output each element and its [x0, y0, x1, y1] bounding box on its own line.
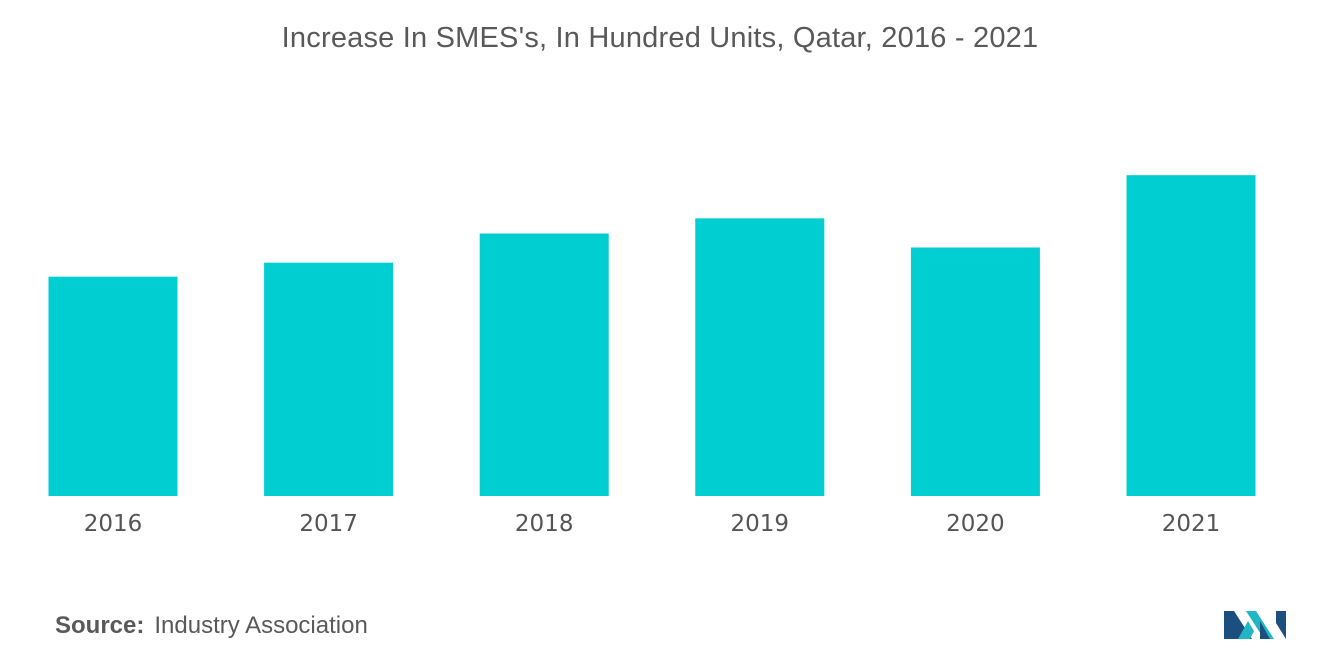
bar-2018: [479, 233, 609, 496]
x-tick-label: 2020: [946, 511, 1005, 537]
source-note: Source: Industry Association: [55, 612, 368, 640]
bar-2016: [48, 276, 178, 496]
bar-chart: 2016 2017 2018 2019 2020 2021: [48, 175, 1256, 537]
bar-2017: [264, 262, 394, 496]
source-value: Industry Association: [154, 612, 368, 639]
x-tick-label: 2021: [1162, 511, 1221, 537]
chart-title: Increase In SMES's, In Hundred Units, Qa…: [281, 22, 1039, 54]
bar-2021: [1126, 175, 1256, 496]
x-tick-label: 2017: [299, 511, 358, 537]
x-tick-label: 2019: [731, 511, 790, 537]
x-tick-label: 2016: [84, 511, 143, 537]
bar-2020: [910, 247, 1040, 496]
x-tick-label: 2018: [515, 511, 574, 537]
source-key: Source:: [55, 612, 145, 639]
mordor-intelligence-logo-icon: [1224, 611, 1286, 639]
bar-2019: [695, 218, 825, 497]
